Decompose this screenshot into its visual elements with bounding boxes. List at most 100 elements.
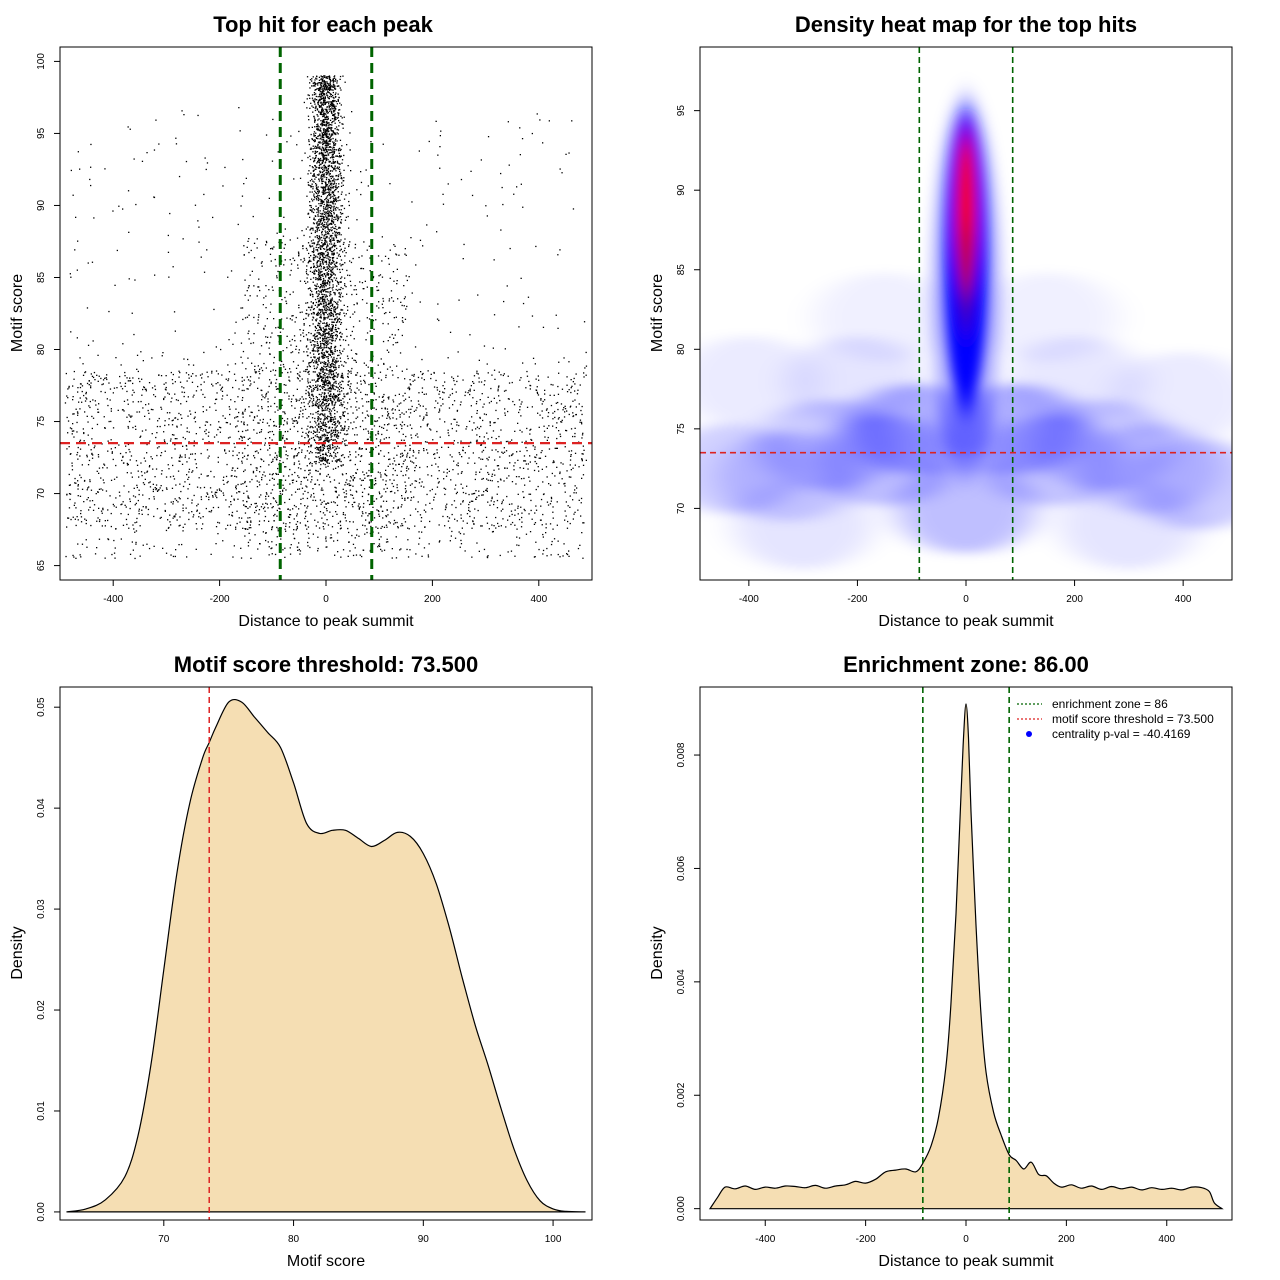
scatter-point [312,227,314,229]
scatter-point [320,226,322,228]
scatter-point [319,245,321,247]
scatter-point [328,333,331,335]
scatter-point [335,100,338,103]
scatter-point [326,236,328,239]
scatter-point [325,363,327,366]
scatter-point [377,255,380,257]
scatter-point [336,132,338,134]
scatter-point [318,159,321,161]
scatter-point [266,341,268,344]
scatter-point [322,367,324,369]
scatter-point [320,102,322,104]
scatter-point [86,398,88,400]
scatter-point [302,416,304,418]
scatter-point [319,291,321,293]
scatter-point [340,309,342,311]
scatter-point [326,288,329,290]
scatter-point [320,283,322,286]
scatter-point [333,307,335,309]
scatter-point [332,209,335,211]
scatter-point [563,416,566,418]
scatter-point [326,142,328,144]
scatter-point [319,325,321,327]
scatter-point [561,478,563,480]
scatter-point [386,475,388,477]
scatter-point [329,86,332,88]
scatter-point [318,279,320,281]
scatter-point [318,426,320,428]
scatter-point [332,408,334,410]
scatter-point [334,364,336,366]
scatter-point [327,158,329,161]
scatter-point [248,406,250,408]
scatter-point [320,274,322,276]
scatter-point [334,318,336,320]
scatter-point [321,122,323,124]
scatter-point [170,371,172,374]
scatter-point [404,248,406,250]
scatter-point [328,78,330,80]
scatter-point [331,182,333,184]
scatter-point [275,369,277,372]
scatter-point [310,313,313,315]
scatter-point [333,147,335,149]
scatter-point [417,400,420,402]
scatter-point [580,497,583,500]
scatter-point [327,316,329,318]
scatter-point [316,229,319,231]
scatter-point [86,489,88,491]
scatter-point [300,402,303,404]
scatter-point [389,336,391,338]
scatter-point [330,356,333,358]
scatter-point [328,309,330,311]
scatter-point [330,94,332,96]
scatter-point [286,317,288,319]
scatter-point [321,427,323,429]
scatter-point [409,456,411,459]
scatter-point [344,247,346,249]
scatter-point [327,154,330,156]
scatter-point [564,510,566,512]
scatter-point [320,368,322,370]
scatter-point [309,204,311,207]
scatter-point [342,75,344,77]
scatter-point [126,377,128,379]
scatter-point [388,521,390,523]
scatter-point [497,388,499,390]
scatter-point [331,210,333,212]
scatter-point [321,377,323,379]
scatter-point [338,321,341,323]
scatter-point [559,556,561,558]
scatter-point [542,553,544,555]
scatter-point [311,183,313,185]
scatter-point [241,436,243,438]
scatter-point [362,479,364,481]
scatter-point [325,211,327,213]
scatter-point [344,443,346,445]
scatter-point [218,421,220,423]
scatter-point [270,336,272,338]
scatter-point [324,422,326,424]
scatter-point [303,405,306,408]
scatter-point [318,174,320,176]
scatter-point [327,169,329,171]
scatter-point [322,88,324,90]
scatter-point [311,210,313,212]
scatter-point [310,278,312,280]
scatter-point [317,188,319,191]
scatter-point [339,460,341,462]
scatter-point [315,249,317,251]
scatter-point [320,137,322,139]
scatter-point [322,76,324,78]
scatter-point [401,452,403,454]
scatter-point [316,347,318,349]
scatter-point [333,118,335,120]
scatter-point [306,486,308,488]
scatter-point [332,226,334,228]
scatter-point [268,464,270,466]
scatter-point [246,290,248,292]
scatter-point [318,89,320,91]
scatter-point [328,214,330,216]
scatter-point [325,303,327,305]
scatter-point [312,348,314,350]
